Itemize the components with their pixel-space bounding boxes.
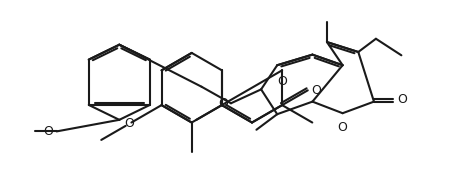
Text: O: O [311,84,321,97]
Text: O: O [218,97,229,110]
Text: O: O [398,94,408,107]
Text: O: O [124,117,134,130]
Text: O: O [44,125,53,138]
Text: O: O [277,75,287,88]
Text: O: O [338,121,348,134]
